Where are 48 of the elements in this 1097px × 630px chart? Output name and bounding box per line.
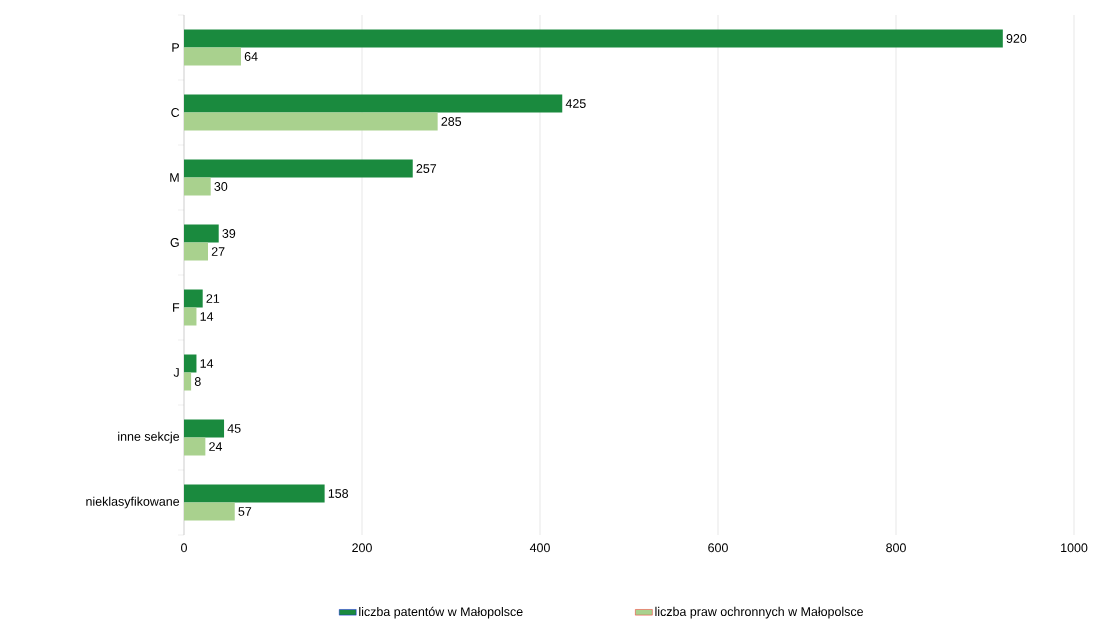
x-tick-label: 600 xyxy=(708,543,728,553)
bar xyxy=(184,29,1003,48)
data-label: 39 xyxy=(222,229,236,238)
data-label: 257 xyxy=(416,164,437,173)
bar xyxy=(184,372,192,391)
y-tick-label: M xyxy=(170,173,179,182)
bar xyxy=(184,159,413,178)
data-label: 27 xyxy=(211,247,225,256)
bar xyxy=(184,94,563,113)
data-label: 158 xyxy=(328,489,349,498)
bar xyxy=(184,437,206,456)
x-tick-label: 400 xyxy=(529,543,550,553)
y-tick-label: F xyxy=(173,303,180,312)
data-label: 21 xyxy=(206,294,220,303)
data-label: 45 xyxy=(227,424,241,433)
data-label: 30 xyxy=(214,182,228,191)
bar xyxy=(184,502,235,521)
data-label: 14 xyxy=(200,312,214,321)
data-label: 64 xyxy=(244,52,258,61)
y-tick-label: G xyxy=(170,238,179,247)
x-tick-label: 1000 xyxy=(1061,543,1088,553)
bar xyxy=(184,307,197,326)
data-label: 425 xyxy=(565,99,586,108)
bar xyxy=(184,484,325,503)
data-label: 14 xyxy=(200,359,214,368)
legend-label: liczba praw ochronnych w Małopolsce xyxy=(655,606,863,619)
bar xyxy=(184,242,209,261)
legend-label: liczba patentów w Małopolsce xyxy=(359,606,523,619)
bar xyxy=(184,177,211,196)
bar xyxy=(184,354,197,373)
x-tick-label: 200 xyxy=(352,543,372,553)
x-tick-label: 800 xyxy=(886,543,906,553)
data-label: 8 xyxy=(194,377,201,386)
y-tick-label: J xyxy=(173,368,179,377)
bar xyxy=(184,112,438,131)
y-tick-label: P xyxy=(172,43,179,52)
data-label: 57 xyxy=(238,507,252,516)
data-label: 285 xyxy=(441,117,462,126)
y-tick-label: C xyxy=(171,108,180,117)
bar xyxy=(184,289,203,308)
bar xyxy=(184,419,225,438)
x-tick-label: 0 xyxy=(181,543,187,553)
bar xyxy=(184,47,241,66)
data-label: 24 xyxy=(209,442,223,451)
y-tick-label: inne sekcje xyxy=(118,431,180,444)
bar xyxy=(184,224,219,243)
y-tick-label: nieklasyfikowane xyxy=(86,496,180,509)
data-label: 920 xyxy=(1006,34,1027,43)
